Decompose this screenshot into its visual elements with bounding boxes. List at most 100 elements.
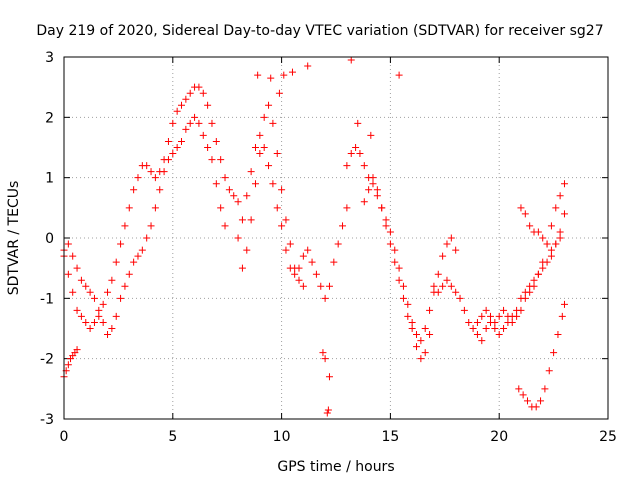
data-point [334,240,342,248]
data-point [143,234,151,242]
data-point [523,397,531,405]
data-point [104,288,112,296]
data-point [356,150,364,158]
data-point [391,258,399,266]
series-track-c [60,346,81,381]
data-point [251,144,259,151]
y-tick-label: 1 [45,171,54,187]
data-point [304,62,312,70]
data-point [265,162,273,170]
data-point [534,270,542,278]
data-point [265,101,273,109]
data-point [515,385,523,393]
data-point [295,276,303,284]
data-point [230,192,238,200]
data-point [473,318,481,326]
data-point [82,282,90,290]
data-point [147,222,155,230]
data-point [323,409,331,417]
data-point [112,312,120,320]
data-point [299,252,307,260]
data-point [560,210,568,218]
data-point [143,162,151,170]
data-point [151,204,159,212]
data-point [304,246,312,254]
data-point [395,264,403,272]
y-tick-label: 2 [45,110,54,126]
data-point [121,282,129,290]
data-point [117,240,125,248]
data-point [247,168,255,176]
data-point [199,89,207,97]
data-point [90,318,98,326]
data-point [519,391,527,399]
y-tick-label: 3 [45,50,54,66]
data-point [360,198,368,206]
x-tick-label: 10 [273,429,291,445]
data-point [541,385,549,393]
data-point [121,222,129,230]
data-point [291,270,299,278]
data-point [173,144,181,151]
series-track-b [60,113,229,339]
data-point [273,150,281,158]
data-point [238,264,246,272]
data-point [73,306,81,314]
data-point [204,144,212,151]
data-point [554,331,562,339]
series-track-k [515,300,568,411]
data-point [508,312,516,320]
data-point [552,204,560,212]
data-point [204,101,212,109]
data-point [543,258,551,266]
y-tick-label: -1 [40,291,54,307]
data-point [254,71,262,79]
data-point [486,312,494,320]
data-point [112,258,120,266]
data-point [556,228,564,236]
data-point [64,270,72,278]
data-point [347,150,355,158]
data-point [517,294,525,302]
data-point [367,131,375,139]
data-point [439,252,447,260]
data-point [473,331,481,339]
data-point [521,210,529,218]
data-point [173,107,181,115]
data-point [547,246,555,254]
data-point [282,246,290,254]
data-point [325,373,333,381]
data-point [434,270,442,278]
x-tick-label: 5 [168,429,177,445]
data-point [275,89,283,97]
data-point [282,216,290,224]
data-points [60,56,568,417]
data-point [560,180,568,188]
data-point [186,119,194,127]
data-point [382,216,390,224]
data-point [399,294,407,302]
series-track-a [60,83,242,332]
data-point [530,276,538,284]
x-tick-label: 0 [60,429,69,445]
data-point [426,331,434,339]
data-point [469,325,477,332]
gridlines [64,57,608,419]
data-point [343,204,351,212]
data-point [299,282,307,290]
data-point [339,222,347,230]
data-point [443,276,451,284]
data-point [108,276,116,284]
data-point [443,240,451,248]
data-point [426,306,434,314]
data-point [526,222,534,230]
data-point [395,276,403,284]
data-point [260,144,268,151]
data-point [413,343,421,351]
data-point [269,180,277,188]
data-point [208,156,216,164]
data-point [95,306,103,314]
data-point [138,246,146,254]
data-point [560,300,568,308]
data-point [195,83,203,91]
